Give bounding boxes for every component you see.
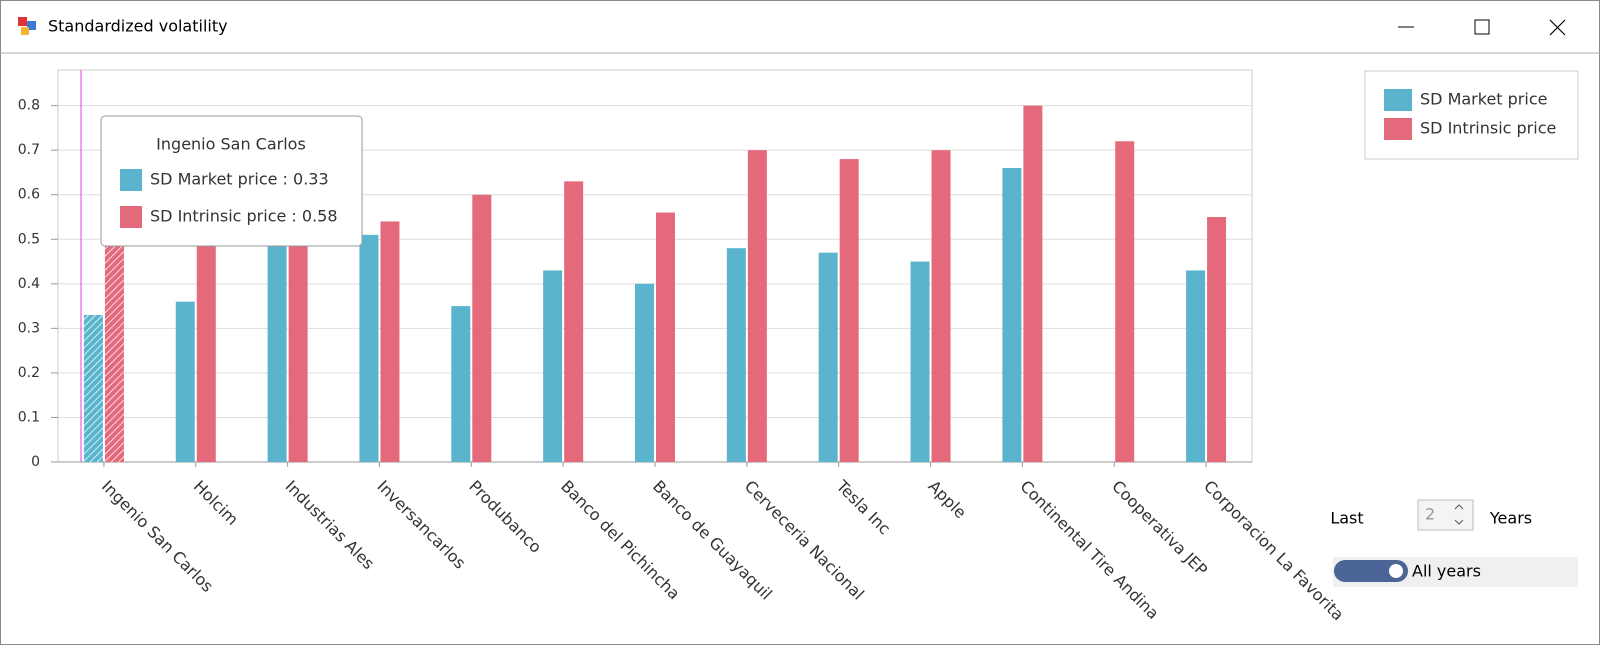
bar	[1002, 168, 1022, 462]
bar	[726, 248, 746, 462]
bar	[1023, 105, 1043, 463]
bar	[931, 150, 951, 462]
y-tick-label: 0.8	[18, 98, 40, 114]
years-spinner[interactable]	[1417, 499, 1474, 531]
toggle-knob	[1389, 564, 1403, 578]
tooltip	[100, 115, 363, 247]
bar	[656, 212, 675, 462]
y-tick-label: 0.3	[18, 320, 40, 336]
bar	[288, 230, 308, 462]
bar	[839, 159, 859, 462]
maximize-button[interactable]	[1474, 19, 1490, 35]
tooltip-swatch	[120, 206, 142, 228]
bar	[104, 203, 124, 463]
years-value: 2	[1425, 505, 1435, 524]
bar	[635, 283, 654, 462]
all-years-toggle[interactable]	[1334, 560, 1408, 582]
bar	[83, 315, 103, 462]
app-icon-part	[21, 27, 29, 35]
bar	[380, 221, 400, 462]
bar	[1115, 141, 1135, 463]
y-tick-label: 0.2	[18, 365, 40, 381]
bar	[472, 194, 492, 462]
bar	[175, 301, 195, 462]
y-tick-label: 0.6	[18, 187, 40, 203]
y-tick-label: 0.1	[18, 409, 40, 425]
legend-swatch	[1384, 89, 1412, 111]
bar	[1207, 217, 1227, 462]
legend-label: SD Intrinsic price	[1420, 119, 1556, 138]
tooltip-line: SD Market price : 0.33	[150, 170, 329, 189]
tooltip-line: SD Intrinsic price : 0.58	[150, 207, 338, 226]
close-button[interactable]	[1549, 19, 1566, 36]
bar	[267, 239, 287, 462]
legend	[1364, 70, 1579, 160]
window-title: Standardized volatility	[48, 17, 228, 36]
years-label: Years	[1489, 509, 1532, 528]
y-tick-label: 0.4	[18, 276, 40, 292]
app-icon-part	[27, 21, 36, 30]
app-icon	[18, 17, 27, 26]
spinner-arrows[interactable]	[1454, 504, 1464, 525]
bar	[910, 261, 930, 462]
bar	[196, 217, 216, 462]
all-years-label: All years	[1412, 562, 1481, 581]
tooltip-title: Ingenio San Carlos	[156, 135, 306, 154]
y-tick-label: 0.7	[18, 142, 40, 158]
bar	[359, 234, 379, 462]
bar	[564, 181, 584, 462]
y-tick-label: 0	[31, 454, 40, 470]
legend-swatch	[1384, 118, 1412, 140]
bar	[451, 306, 471, 462]
bar	[818, 252, 838, 462]
last-label: Last	[1330, 509, 1363, 528]
bar	[1186, 270, 1206, 462]
legend-label: SD Market price	[1420, 90, 1547, 109]
bar	[747, 150, 767, 462]
bar	[543, 270, 563, 462]
y-tick-label: 0.5	[18, 231, 40, 247]
tooltip-swatch	[120, 169, 142, 191]
